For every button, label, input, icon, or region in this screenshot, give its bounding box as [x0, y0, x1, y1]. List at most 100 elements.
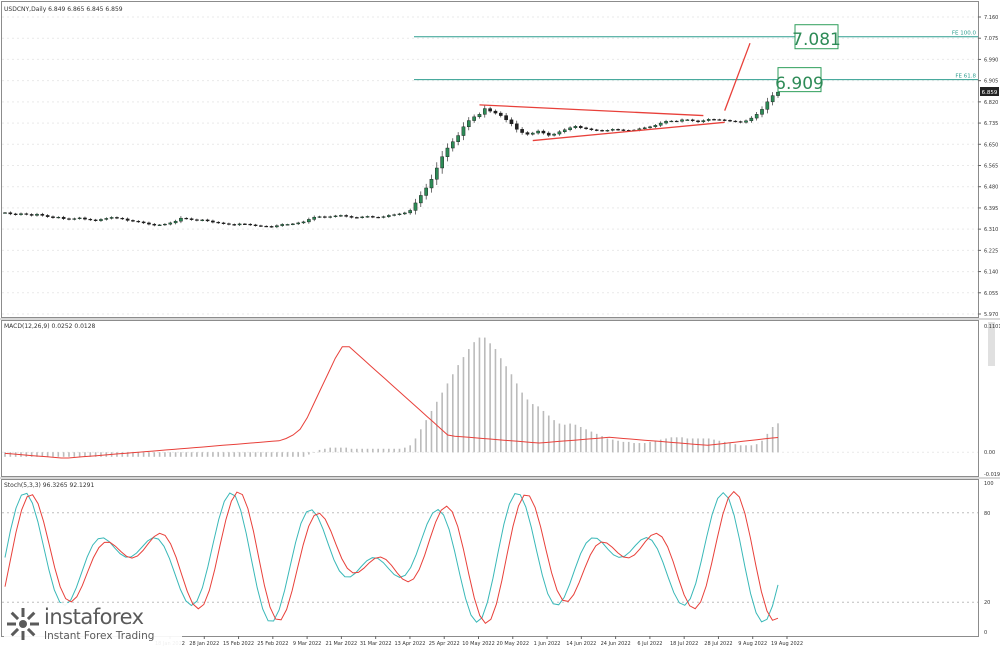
candle-bullish: [557, 131, 562, 135]
date-tick-label: 24 Jun 2022: [601, 641, 631, 647]
macd-layer: [2, 337, 978, 459]
macd-bar: [116, 452, 118, 457]
date-tick-label: 28 Jul 2022: [704, 641, 732, 647]
candle-bullish: [706, 119, 711, 121]
candle-bullish: [530, 132, 535, 135]
macd-bar: [649, 441, 651, 453]
candle-bullish: [3, 212, 7, 214]
price-panel-label: USDCNY,Daily 6.849 6.865 6.845 6.859: [4, 6, 123, 13]
candle-bullish: [72, 218, 77, 220]
last-price-value: 6.859: [982, 90, 998, 96]
scrollbar[interactable]: [988, 322, 995, 366]
price-tick-label: 6.140: [984, 270, 998, 276]
candle-bearish: [722, 119, 727, 121]
candle-bullish: [749, 117, 754, 122]
candle-bullish: [461, 126, 466, 136]
macd-bar: [174, 452, 177, 457]
candle-bearish: [189, 218, 194, 220]
candle-bullish: [19, 213, 23, 215]
macd-bar: [30, 452, 33, 457]
macd-bar: [558, 423, 561, 453]
candle-bullish: [669, 120, 674, 123]
macd-bar: [414, 438, 417, 453]
candle-bearish: [269, 226, 274, 228]
candle-bearish: [227, 223, 231, 225]
macd-bar: [281, 452, 284, 457]
candle-bearish: [125, 218, 130, 221]
candle-bullish: [333, 215, 338, 217]
macd-bar: [68, 452, 70, 457]
macd-bar: [164, 452, 166, 457]
candle-bearish: [216, 221, 221, 224]
candle-bearish: [51, 216, 55, 218]
macd-bar: [73, 452, 76, 457]
macd-bar: [201, 452, 204, 457]
price-layer: [2, 16, 978, 315]
macd-bar: [78, 452, 81, 457]
macd-bar: [89, 452, 92, 457]
stoch-tick-label: 100: [984, 481, 994, 487]
macd-bar: [483, 337, 486, 453]
candle-bearish: [738, 121, 743, 123]
price-tick-label: 6.225: [984, 248, 998, 254]
candle-bullish: [392, 214, 396, 216]
candle-bullish: [419, 195, 423, 204]
candle-bullish: [754, 114, 759, 119]
candle-bullish: [339, 215, 343, 217]
macd-bar: [356, 448, 358, 453]
macd-bar: [361, 448, 363, 453]
breakout-projection-line: [724, 42, 751, 111]
macd-bar: [499, 358, 502, 453]
macd-bar: [691, 438, 694, 453]
macd-bar: [489, 343, 491, 453]
instaforex-watermark: instaforex Instant Forex Trading: [4, 603, 182, 647]
macd-bar: [697, 438, 699, 453]
macd-bar: [4, 452, 6, 457]
macd-bar: [254, 452, 257, 457]
macd-bar: [100, 452, 102, 457]
macd-bar: [302, 452, 305, 457]
candle-bullish: [701, 120, 706, 123]
macd-bar: [574, 424, 577, 453]
macd-bar: [169, 452, 172, 457]
candle-bullish: [648, 126, 652, 129]
macd-bar: [121, 452, 124, 457]
candle-bullish: [562, 129, 567, 133]
macd-bar: [286, 452, 289, 457]
candle-bearish: [584, 127, 588, 130]
stoch-layer: [2, 490, 978, 624]
fe-100-value: 7.081: [792, 30, 841, 50]
price-tick-label: 6.990: [984, 57, 998, 63]
macd-bar: [260, 452, 262, 457]
macd-bar: [446, 383, 449, 453]
triangle-lower-line: [532, 121, 725, 142]
candle-bearish: [546, 132, 551, 136]
date-tick-label: 9 Mar 2022: [293, 641, 322, 647]
candle-bullish: [685, 119, 690, 121]
candle-bullish: [456, 135, 460, 142]
macd-bar: [686, 438, 689, 453]
macd-bar: [377, 448, 379, 453]
candle-bullish: [77, 217, 82, 219]
price-tick-label: 6.480: [984, 185, 998, 191]
candle-bullish: [403, 212, 407, 215]
candle-bullish: [642, 127, 647, 130]
candle-bullish: [56, 216, 61, 219]
macd-bar: [638, 443, 641, 453]
candle-bullish: [275, 225, 279, 228]
macd-bar: [718, 440, 721, 453]
candle-bearish: [600, 130, 604, 132]
macd-bar: [468, 349, 470, 453]
macd-bar: [452, 374, 454, 453]
candle-bearish: [589, 128, 594, 131]
macd-bar: [292, 452, 294, 457]
macd-bar: [595, 433, 598, 453]
candle-bullish: [472, 116, 476, 121]
candle-bearish: [578, 126, 583, 129]
candle-bearish: [83, 217, 87, 220]
date-tick-label: 31 Mar 2022: [360, 641, 392, 647]
date-tick-label: 6 Jul 2022: [637, 641, 662, 647]
candle-bearish: [371, 216, 375, 218]
candle-bearish: [184, 217, 189, 220]
macd-bar: [611, 439, 614, 453]
